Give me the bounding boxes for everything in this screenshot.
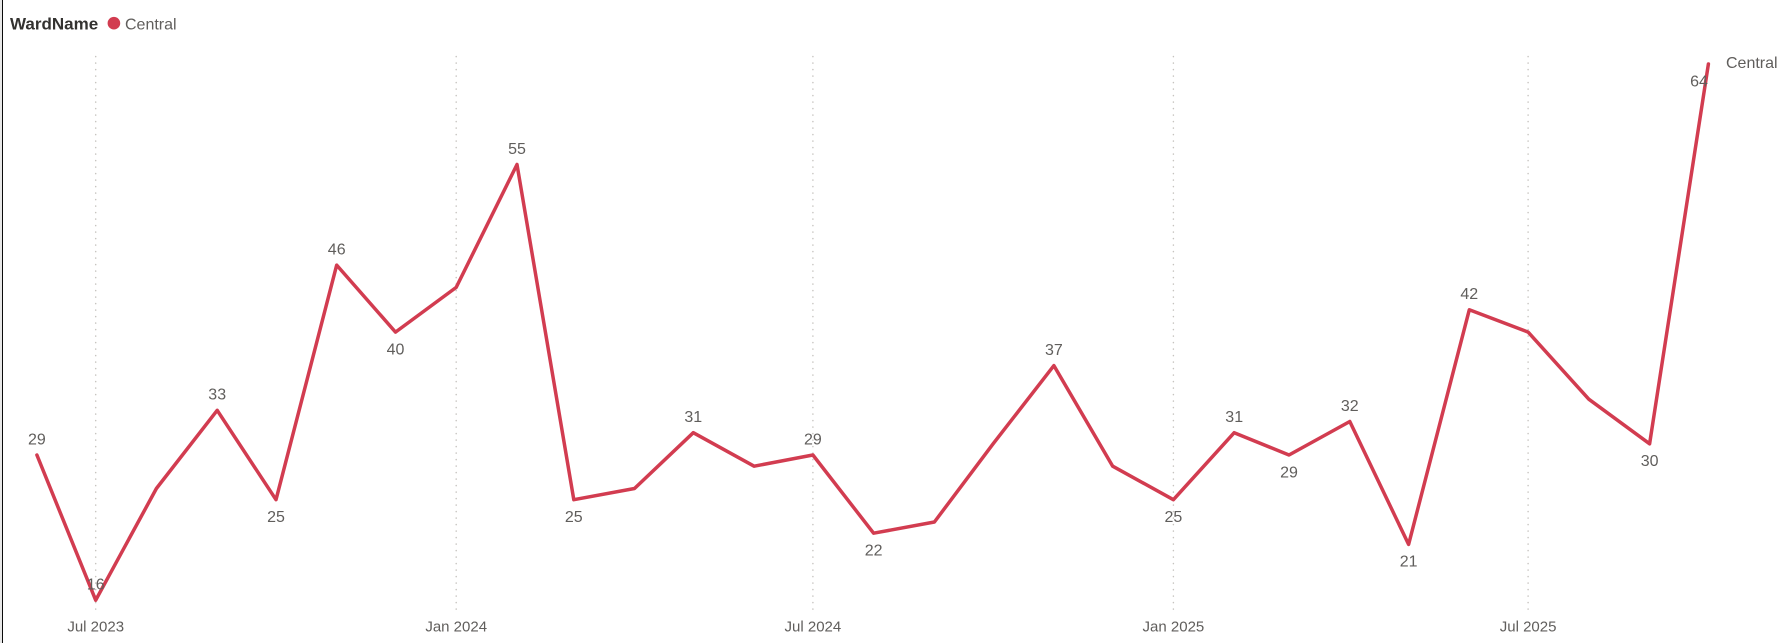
svg-text:Central: Central <box>125 17 177 34</box>
svg-text:30: 30 <box>1641 453 1659 470</box>
svg-text:25: 25 <box>565 509 583 526</box>
svg-text:46: 46 <box>328 241 346 258</box>
svg-text:16: 16 <box>87 577 105 594</box>
svg-text:22: 22 <box>865 543 883 560</box>
svg-text:64: 64 <box>1690 73 1708 90</box>
svg-text:Jan 2024: Jan 2024 <box>425 619 487 636</box>
svg-text:55: 55 <box>508 141 526 158</box>
svg-text:29: 29 <box>28 431 46 448</box>
svg-text:Jul 2023: Jul 2023 <box>67 619 124 636</box>
svg-text:40: 40 <box>387 341 405 358</box>
svg-text:Central: Central <box>1726 55 1778 72</box>
svg-text:31: 31 <box>684 409 702 426</box>
svg-text:37: 37 <box>1045 342 1063 359</box>
svg-text:Jul 2024: Jul 2024 <box>785 619 842 636</box>
svg-text:Jan 2025: Jan 2025 <box>1143 619 1205 636</box>
svg-text:25: 25 <box>267 509 285 526</box>
svg-text:Jul 2025: Jul 2025 <box>1500 619 1557 636</box>
svg-text:25: 25 <box>1165 509 1183 526</box>
svg-text:33: 33 <box>208 387 226 404</box>
svg-text:29: 29 <box>804 431 822 448</box>
svg-text:32: 32 <box>1341 398 1359 415</box>
svg-text:29: 29 <box>1280 464 1298 481</box>
svg-text:31: 31 <box>1225 409 1243 426</box>
svg-text:WardName: WardName <box>10 15 98 34</box>
svg-text:42: 42 <box>1460 286 1478 303</box>
svg-text:21: 21 <box>1400 554 1418 571</box>
